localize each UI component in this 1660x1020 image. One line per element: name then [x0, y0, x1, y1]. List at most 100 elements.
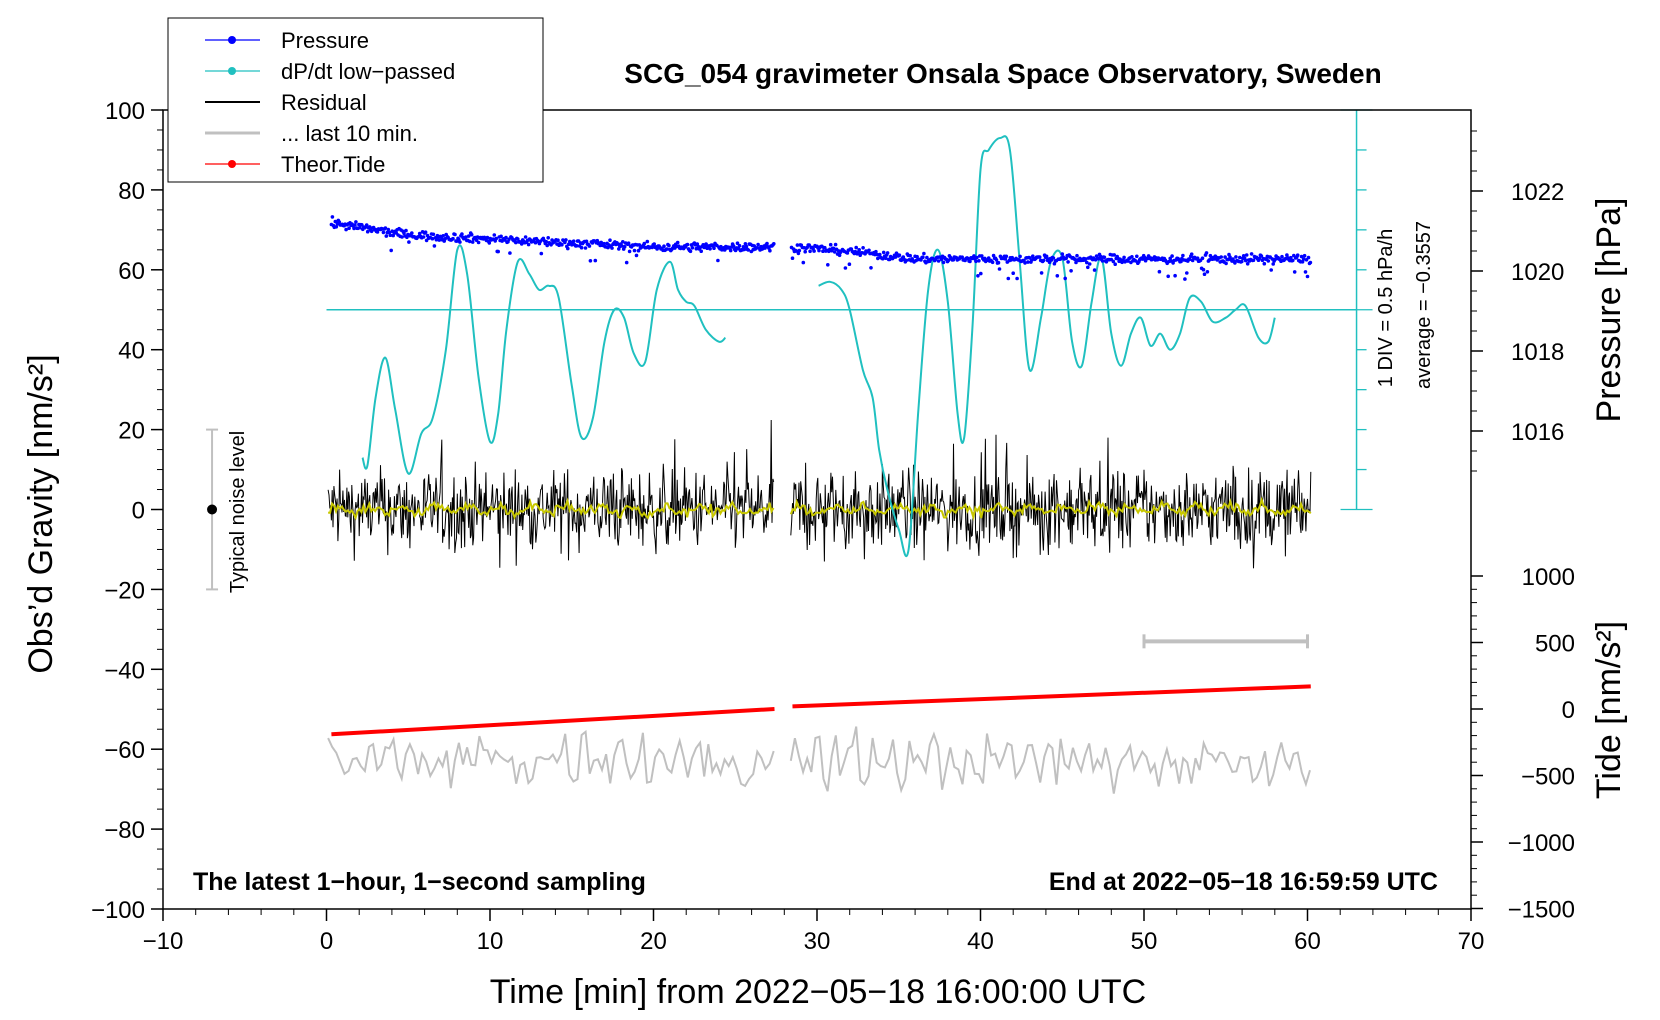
pressure-point	[869, 266, 873, 270]
x-tick-label: 60	[1294, 928, 1321, 955]
pressure-point	[470, 240, 475, 244]
pressure-point	[386, 227, 391, 232]
pressure-point	[369, 229, 374, 234]
pressure-point	[857, 248, 861, 252]
pressure-point	[1240, 259, 1244, 264]
pressure-point	[712, 246, 716, 250]
pressure-point	[880, 256, 885, 261]
pressure-point	[812, 249, 816, 253]
pressure-point	[467, 239, 472, 244]
pressure-point	[492, 233, 497, 237]
y-axis-title-tide: Tide [nm/s²]	[1590, 621, 1628, 799]
pressure-point	[1055, 274, 1060, 278]
pressure-point	[352, 226, 356, 231]
tide-series-1	[331, 707, 775, 737]
pressure-point	[1245, 262, 1250, 266]
pressure-point	[387, 230, 392, 235]
pressure-point	[960, 255, 964, 259]
legend-label: Residual	[281, 90, 367, 115]
pressure-point	[365, 229, 370, 234]
pressure-point	[972, 254, 976, 258]
pressure-point	[699, 249, 703, 253]
pressure-point	[485, 235, 490, 240]
residual-series-1	[327, 419, 775, 568]
pressure-point	[1170, 254, 1174, 258]
pressure-point	[652, 242, 656, 246]
last10-series-1	[327, 729, 775, 789]
pressure-point	[1204, 251, 1209, 255]
pressure-point	[1244, 253, 1249, 257]
pressure-point	[544, 239, 548, 244]
pressure-point	[460, 232, 464, 236]
pressure-point	[874, 249, 878, 254]
pressure-point	[358, 225, 362, 230]
x-tick-label: 50	[1131, 928, 1158, 955]
pressure-point	[1188, 257, 1192, 262]
pressure-point	[593, 258, 598, 263]
legend: Pressure dP/dt low−passed Residual ... last…	[167, 17, 544, 183]
y-left-tick-label: 40	[118, 338, 145, 365]
pressure-point	[1183, 277, 1187, 281]
pressure-point	[588, 259, 593, 263]
pressure-point	[642, 241, 647, 246]
y-tide-tick-label: −1000	[1508, 830, 1575, 857]
pressure-point	[708, 247, 712, 251]
pressure-point	[1044, 254, 1049, 259]
pressure-point	[476, 240, 481, 245]
pressure-point	[431, 232, 436, 237]
pressure-point	[583, 246, 588, 250]
pressure-point	[1234, 255, 1238, 259]
pressure-point	[1190, 258, 1195, 263]
pressure-point	[832, 250, 837, 254]
last10-series-2	[789, 726, 1311, 794]
legend-label: dP/dt low−passed	[281, 59, 455, 84]
pressure-point	[1251, 258, 1256, 263]
y-tide-tick-label: 0	[1562, 697, 1575, 724]
pressure-point	[968, 259, 972, 264]
pressure-point	[330, 215, 335, 219]
pressure-point	[1006, 276, 1011, 281]
pressure-point	[608, 238, 612, 242]
pressure-point	[795, 243, 800, 247]
pressure-point	[1041, 258, 1046, 263]
residual-smoothed-series-2	[789, 496, 1312, 521]
pressure-point	[1023, 261, 1027, 265]
pressure-point	[423, 230, 428, 234]
pressure-point	[441, 234, 446, 238]
pressure-point	[845, 251, 850, 255]
pressure-point	[1285, 253, 1289, 257]
pressure-point	[801, 260, 806, 265]
pressure-point	[430, 236, 435, 241]
pressure-point	[389, 248, 394, 253]
pressure-point	[354, 220, 358, 224]
pressure-point	[1060, 252, 1065, 256]
x-tick-label: 30	[804, 928, 831, 955]
pressure-point	[1238, 255, 1242, 260]
pressure-point	[1308, 260, 1313, 265]
pressure-point	[1092, 268, 1097, 272]
dpdt-series-2	[818, 135, 1276, 558]
pressure-point	[1179, 259, 1183, 264]
y-left-tick-label: −100	[91, 897, 145, 924]
pressure-point	[756, 242, 760, 247]
pressure-point	[876, 256, 880, 261]
pressure-point	[466, 234, 471, 238]
pressure-point	[1111, 259, 1116, 264]
pressure-point	[620, 244, 624, 248]
pressure-point	[560, 242, 564, 247]
pressure-point	[1026, 260, 1030, 264]
y-tide-tick-label: 1000	[1522, 564, 1575, 591]
pressure-point	[765, 241, 769, 246]
pressure-point	[627, 249, 632, 254]
pressure-point	[897, 253, 902, 257]
pressure-point	[997, 267, 1002, 271]
pressure-point	[622, 244, 627, 249]
pressure-point	[1157, 269, 1162, 274]
pressure-point	[655, 247, 659, 251]
pressure-point	[716, 258, 720, 263]
pressure-point	[469, 232, 474, 237]
dpdt-division-label: 1 DIV = 0.5 hPa/h	[1375, 229, 1397, 387]
x-tick-label: 40	[967, 928, 994, 955]
y-left-tick-label: −20	[104, 577, 145, 604]
